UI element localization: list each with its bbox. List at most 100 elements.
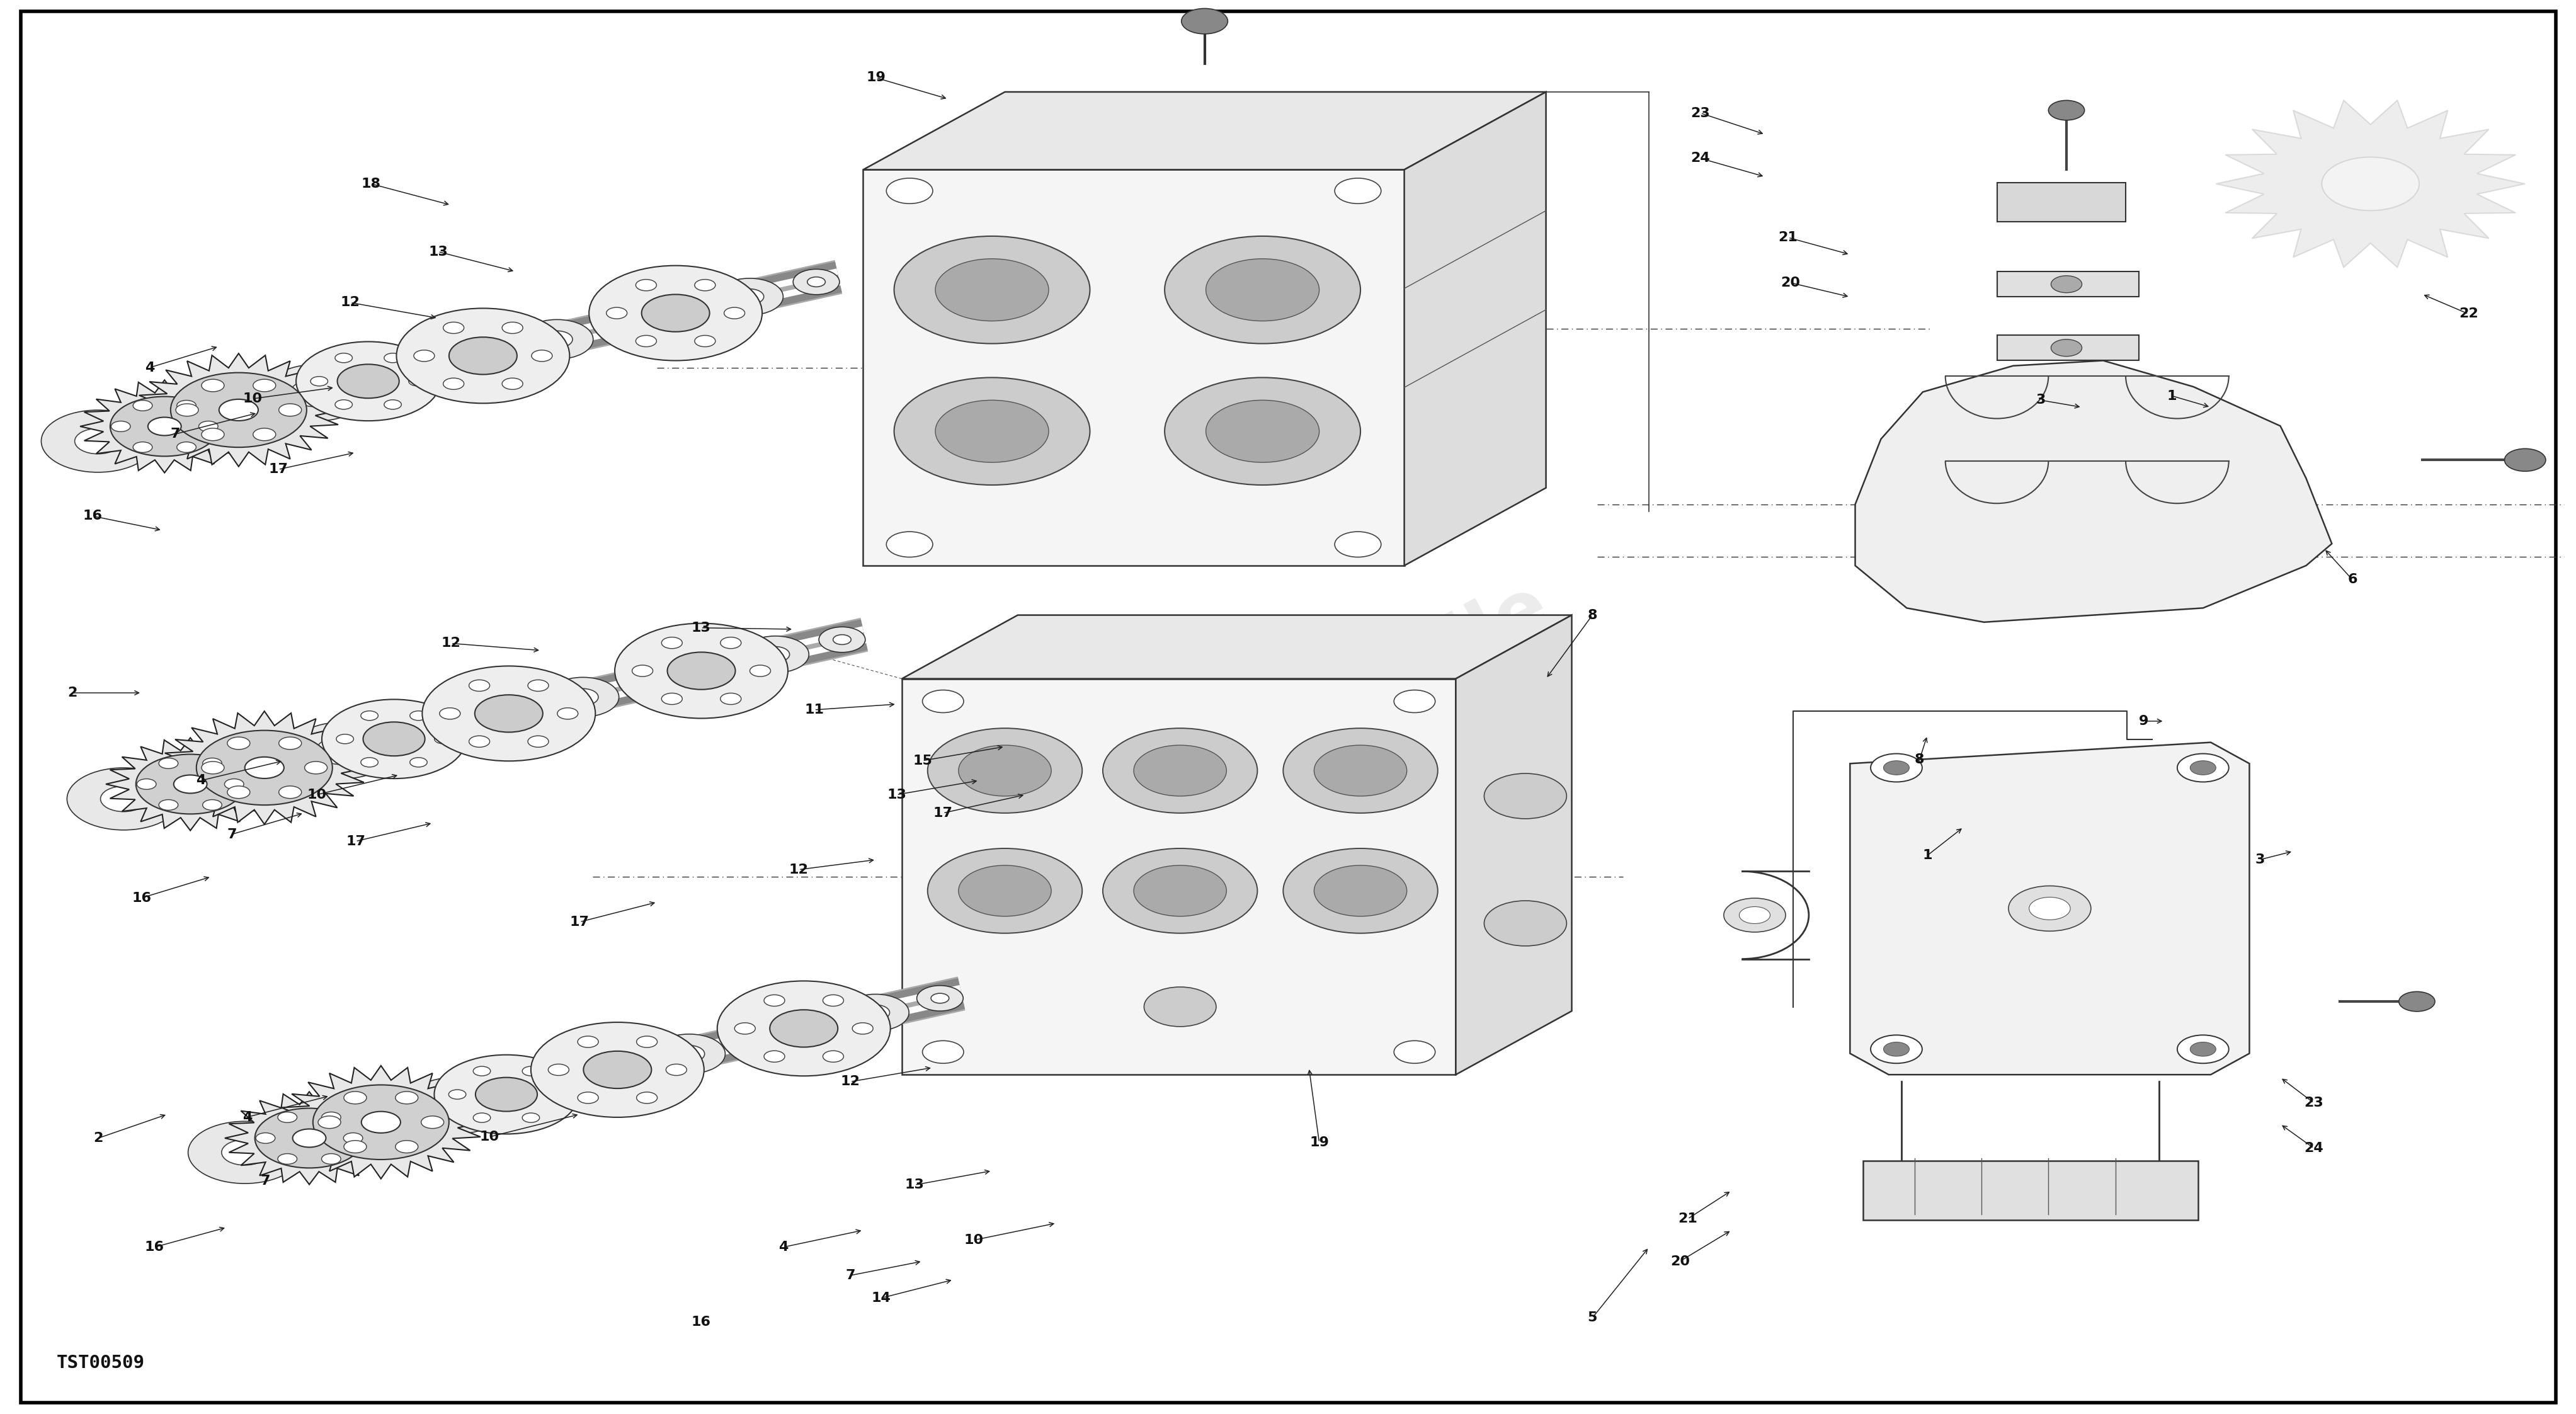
Circle shape [853, 1022, 873, 1034]
Circle shape [394, 1141, 417, 1152]
Circle shape [222, 1140, 268, 1165]
Text: 13: 13 [904, 1179, 925, 1191]
Text: 4: 4 [242, 1111, 252, 1123]
Circle shape [1334, 178, 1381, 204]
Circle shape [502, 322, 523, 334]
Text: 10: 10 [479, 1131, 500, 1143]
Circle shape [291, 379, 343, 407]
Circle shape [294, 1128, 325, 1147]
Circle shape [291, 723, 394, 779]
Circle shape [322, 1154, 340, 1164]
Circle shape [245, 756, 283, 779]
Circle shape [927, 728, 1082, 813]
Circle shape [443, 378, 464, 389]
Circle shape [1394, 690, 1435, 713]
Text: 10: 10 [963, 1234, 984, 1246]
Circle shape [1180, 8, 1229, 34]
Circle shape [1283, 728, 1437, 813]
Text: 22: 22 [2458, 308, 2478, 320]
Circle shape [672, 1045, 703, 1062]
Circle shape [652, 1034, 724, 1073]
Circle shape [819, 626, 866, 652]
Circle shape [384, 354, 402, 362]
Circle shape [549, 1065, 569, 1076]
Circle shape [337, 365, 399, 399]
Circle shape [822, 1051, 842, 1062]
Circle shape [2398, 991, 2434, 1011]
Circle shape [469, 680, 489, 691]
Circle shape [322, 1111, 340, 1123]
Polygon shape [162, 711, 368, 824]
Text: 23: 23 [2303, 1097, 2324, 1109]
Text: 9: 9 [2138, 715, 2148, 727]
Text: 17: 17 [569, 916, 590, 928]
Circle shape [335, 400, 353, 409]
Text: 16: 16 [131, 892, 152, 904]
Text: 16: 16 [144, 1241, 165, 1253]
Text: 13: 13 [886, 789, 907, 800]
Text: 20: 20 [1780, 277, 1801, 288]
Text: 8: 8 [1914, 754, 1924, 765]
Circle shape [67, 768, 180, 830]
Polygon shape [278, 1066, 484, 1179]
Circle shape [111, 396, 219, 457]
Circle shape [204, 758, 222, 769]
Circle shape [822, 995, 842, 1007]
Text: 14: 14 [871, 1292, 891, 1304]
Circle shape [317, 737, 368, 765]
Circle shape [196, 731, 332, 805]
Circle shape [832, 635, 850, 645]
Circle shape [1206, 400, 1319, 462]
Circle shape [894, 378, 1090, 485]
Polygon shape [80, 380, 250, 472]
Circle shape [430, 1092, 482, 1120]
Circle shape [1739, 906, 1770, 923]
Circle shape [278, 786, 301, 799]
Circle shape [137, 754, 245, 814]
Circle shape [662, 693, 683, 704]
Circle shape [394, 1092, 417, 1104]
Text: 17: 17 [933, 807, 953, 819]
Circle shape [134, 443, 152, 452]
Text: 2: 2 [67, 687, 77, 699]
Circle shape [636, 1092, 657, 1103]
Circle shape [404, 1077, 507, 1134]
Circle shape [201, 379, 224, 392]
Polygon shape [1455, 615, 1571, 1075]
Circle shape [1133, 745, 1226, 796]
Circle shape [363, 723, 425, 756]
Text: 7: 7 [227, 829, 237, 840]
Circle shape [160, 758, 178, 769]
Text: 12: 12 [440, 638, 461, 649]
Circle shape [227, 737, 250, 749]
Circle shape [448, 1090, 466, 1099]
Circle shape [541, 331, 572, 348]
Circle shape [958, 745, 1051, 796]
Circle shape [343, 1141, 366, 1152]
Polygon shape [863, 92, 1546, 170]
Circle shape [361, 1111, 399, 1133]
Text: 15: 15 [912, 755, 933, 766]
Circle shape [1103, 848, 1257, 933]
Text: 19: 19 [1309, 1137, 1329, 1148]
Text: 20: 20 [1669, 1256, 1690, 1267]
Circle shape [716, 279, 783, 315]
Text: 1: 1 [2166, 390, 2177, 402]
Circle shape [335, 354, 353, 362]
Polygon shape [902, 615, 1571, 679]
Circle shape [567, 689, 598, 706]
Circle shape [886, 178, 933, 204]
Circle shape [742, 636, 809, 673]
Circle shape [577, 1092, 598, 1103]
Text: 7: 7 [845, 1270, 855, 1281]
Circle shape [435, 734, 451, 744]
Circle shape [361, 758, 379, 766]
Text: 18: 18 [361, 178, 381, 189]
Circle shape [520, 320, 592, 359]
Circle shape [384, 400, 402, 409]
Circle shape [474, 694, 544, 732]
Circle shape [2177, 1035, 2228, 1063]
Text: 10: 10 [307, 789, 327, 800]
Circle shape [201, 762, 224, 773]
Circle shape [469, 735, 489, 747]
